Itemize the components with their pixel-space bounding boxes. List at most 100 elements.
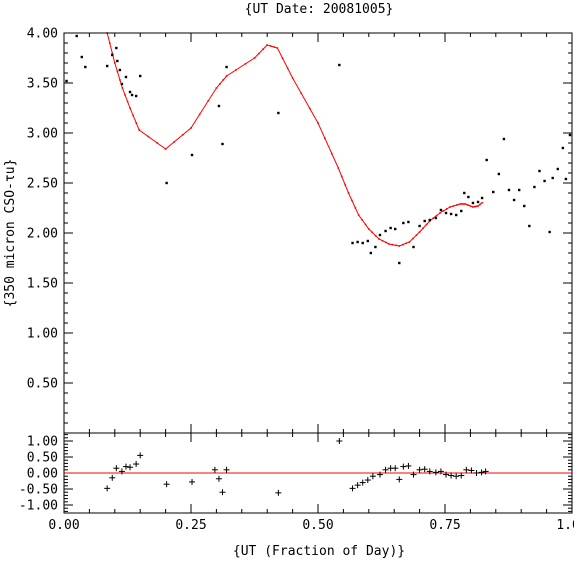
fit-point: [371, 231, 374, 234]
data-point: [423, 219, 426, 223]
fit-point: [351, 199, 353, 202]
fit-point: [398, 245, 401, 247]
data-point: [471, 201, 475, 205]
data-point: [512, 198, 516, 202]
data-point: [444, 211, 448, 215]
fit-point: [164, 148, 167, 150]
residual-point: [448, 472, 455, 479]
data-point: [402, 221, 405, 225]
main-y-tick-labels: 0.50 1.00 1.50 2.00 2.50 3.00 3.50 4.00: [27, 27, 58, 392]
x-tick-label: 1.00: [556, 518, 574, 533]
main-panel: 0.50 1.00 1.50 2.00 2.50 3.00 3.50 4.00: [27, 27, 573, 434]
data-point: [378, 233, 382, 237]
x-tick-label: 0.25: [175, 518, 206, 533]
fit-point: [331, 152, 333, 155]
fit-point: [478, 203, 481, 206]
data-point: [165, 181, 168, 185]
fit-point: [269, 45, 272, 47]
residual-point: [163, 481, 170, 488]
residual-panel: -1.00-0.500.000.501.00: [19, 432, 573, 514]
fit-point: [119, 79, 121, 81]
data-point: [384, 229, 387, 233]
residual-point: [473, 470, 480, 476]
fit-point: [182, 133, 184, 136]
y-tick-label: 1.50: [27, 277, 58, 292]
fit-point: [449, 206, 451, 208]
fit-point: [281, 57, 284, 59]
residual-point: [336, 438, 343, 444]
data-point: [480, 196, 484, 200]
data-point: [84, 65, 87, 69]
data-point: [134, 94, 138, 98]
residual-points: [104, 438, 489, 496]
data-point: [454, 213, 458, 217]
data-point: [225, 65, 228, 69]
fit-point: [219, 83, 221, 85]
data-point: [116, 59, 119, 63]
residual-point: [482, 468, 489, 475]
fit-point: [391, 243, 394, 246]
residual-point: [400, 463, 407, 470]
data-point: [75, 34, 78, 38]
fit-point: [340, 175, 343, 178]
data-point: [463, 191, 466, 195]
fit-point: [395, 244, 397, 247]
fit-point: [464, 203, 467, 205]
fit-point: [475, 205, 478, 208]
data-point: [428, 218, 431, 222]
fit-point: [357, 214, 360, 216]
fit-point: [473, 205, 476, 208]
data-point: [418, 224, 421, 228]
fit-point: [374, 235, 377, 237]
data-point: [551, 176, 554, 180]
y-tick-label: 1.00: [27, 435, 58, 450]
chart-title: {UT Date: 20081005}: [245, 2, 394, 17]
residual-point: [109, 474, 116, 481]
data-point: [412, 245, 415, 249]
data-point: [115, 46, 118, 50]
residual-point: [426, 468, 433, 475]
data-point: [139, 74, 142, 78]
data-point: [124, 75, 128, 79]
data-point: [361, 241, 364, 245]
fit-point: [477, 205, 479, 207]
residual-point: [137, 452, 144, 459]
fit-point: [480, 202, 483, 205]
fit-point: [207, 100, 210, 102]
fit-point: [452, 205, 455, 207]
residual-point: [376, 471, 383, 478]
data-point: [65, 79, 68, 83]
fit-point: [405, 242, 407, 245]
residual-point: [127, 464, 134, 471]
fit-point: [273, 46, 275, 48]
data-point: [523, 204, 526, 208]
data-point: [105, 64, 109, 68]
fit-point: [344, 184, 347, 186]
data-point: [556, 167, 559, 171]
data-point: [497, 172, 501, 176]
fit-point: [262, 48, 264, 50]
fit-point: [467, 204, 469, 206]
fit-point: [412, 237, 414, 240]
residual-y-tick-labels: -1.00-0.500.000.501.00: [19, 435, 58, 514]
residual-point: [432, 469, 439, 476]
fit-point: [198, 113, 201, 116]
residual-point: [421, 466, 428, 473]
data-point: [277, 111, 280, 115]
residual-point: [463, 466, 470, 473]
fit-point: [459, 203, 462, 205]
residual-point: [453, 473, 460, 480]
residual-point: [410, 471, 417, 478]
fit-line: [106, 32, 484, 247]
fit-point: [435, 214, 438, 217]
fit-point: [276, 47, 279, 49]
y-tick-label: 1.00: [27, 327, 58, 342]
fit-point: [300, 92, 303, 95]
fit-point: [135, 122, 138, 124]
fit-point: [244, 62, 247, 65]
fit-point: [111, 52, 114, 55]
data-point: [128, 90, 132, 94]
data-point: [533, 185, 536, 189]
residual-point: [392, 465, 399, 472]
